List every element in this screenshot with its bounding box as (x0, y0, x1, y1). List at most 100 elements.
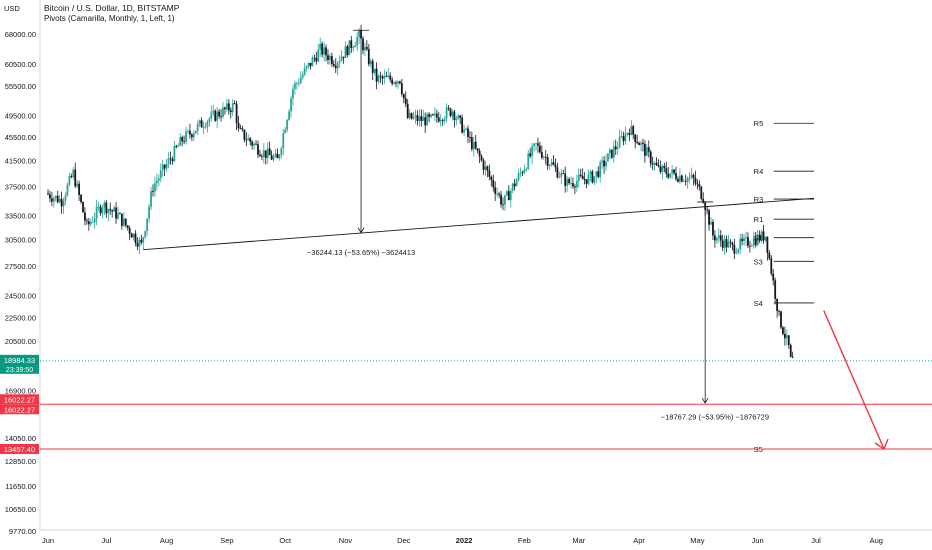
candle-body (348, 40, 351, 56)
candle-body (111, 210, 114, 212)
candle-body (187, 130, 189, 132)
candle-body (264, 150, 267, 158)
candle-body (128, 227, 131, 234)
candle-body (439, 120, 442, 122)
candle-body (257, 144, 259, 155)
candle-body (628, 133, 631, 135)
candle-body (113, 207, 116, 212)
candle-body (259, 154, 261, 157)
candle-body (400, 83, 403, 95)
candle-body (245, 139, 248, 141)
candle-body (791, 356, 794, 358)
candle-body (389, 75, 392, 80)
candle-body (66, 184, 69, 196)
candle-body (173, 146, 176, 162)
candle-body (649, 151, 652, 164)
candle-body (739, 238, 742, 250)
time-tick-label: Jun (752, 536, 764, 545)
candle-body (533, 143, 535, 147)
candle-body (224, 107, 226, 110)
candle-body (638, 142, 640, 146)
candle-body (696, 183, 699, 185)
price-tag (0, 394, 39, 405)
candle-body (445, 107, 448, 119)
candle-body (276, 153, 279, 159)
candle-body (414, 115, 417, 117)
candle-body (206, 121, 209, 127)
candle-body (354, 45, 357, 48)
time-tick-label: Mar (572, 536, 585, 545)
chart-drawings[interactable]: −36244.13 (−53.65%) −3624413 −18767.29 (−… (143, 29, 889, 451)
candle-body (399, 81, 401, 84)
candle-body (671, 169, 674, 174)
pivot-label: R5 (754, 119, 764, 128)
candle-body (268, 148, 271, 156)
candle-body (453, 111, 456, 121)
candle-body (741, 238, 744, 242)
candle-body (198, 120, 201, 124)
candle-body (109, 209, 112, 211)
candle-body (496, 193, 499, 195)
candle-body (49, 194, 51, 199)
candle-body (472, 141, 475, 150)
candle-body (179, 137, 182, 146)
candle-body (564, 173, 567, 186)
candle-body (82, 202, 84, 213)
candle-body (325, 47, 327, 56)
candle-body (783, 333, 786, 339)
candle-body (502, 204, 504, 206)
price-tag-label: 16022.27 (4, 395, 35, 404)
candle-body (574, 186, 576, 188)
candle-body (373, 68, 376, 73)
candle-body (698, 184, 701, 187)
candle-body (136, 242, 139, 247)
candle-body (443, 118, 446, 121)
candle-body (441, 120, 444, 121)
time-axis[interactable]: Jun Jul Aug Sep Oct Nov Dec 2022 Feb Mar Apr May Jun… (40, 529, 932, 545)
candle-body (735, 252, 738, 254)
candle-body (286, 120, 289, 130)
candle-body (284, 129, 287, 134)
price-axis[interactable]: 68000.00 60500.00 55500.00 49500.00 45500.00… (5, 0, 41, 536)
candle-body (461, 117, 464, 133)
candle-body (758, 234, 761, 241)
candle-body (218, 111, 220, 117)
candle-body (307, 62, 310, 67)
candle-body (212, 110, 215, 113)
candle-body (657, 165, 660, 167)
candle-body (381, 76, 384, 79)
candle-body (597, 171, 600, 177)
candle-body (72, 169, 75, 178)
candle-body (768, 252, 771, 259)
candle-body (525, 168, 528, 170)
candle-body (132, 233, 135, 238)
candle-body (171, 159, 174, 162)
candle-body (504, 195, 506, 205)
candle-body (369, 60, 372, 65)
candle-body (404, 98, 407, 104)
forecast-arrow-line[interactable] (823, 310, 885, 450)
candle-body (507, 191, 510, 201)
symbol-title[interactable]: Bitcoin / U.S. Dollar, 1D, BITSTAMP (44, 3, 180, 13)
candle-body (292, 88, 294, 99)
candle-body (365, 47, 368, 50)
candle-body (785, 335, 788, 339)
candle-body (513, 183, 516, 187)
candle-body (294, 83, 296, 89)
candle-body (177, 145, 180, 147)
candle-body (634, 134, 637, 142)
candle-body (295, 83, 298, 85)
candle-body (189, 130, 191, 135)
candle-body (482, 160, 485, 170)
candle-body (463, 129, 465, 133)
indicator-legend[interactable]: Pivots (Camarilla, Monthly, 1, Left, 1) (44, 14, 175, 23)
candle-body (146, 218, 149, 232)
pivot-label: S3 (754, 257, 763, 266)
candle-body (391, 79, 394, 84)
trend-line[interactable] (143, 197, 815, 251)
candle-body (50, 198, 53, 202)
candle-body (756, 234, 759, 246)
candle-body (748, 245, 751, 247)
candle-body (70, 176, 73, 178)
